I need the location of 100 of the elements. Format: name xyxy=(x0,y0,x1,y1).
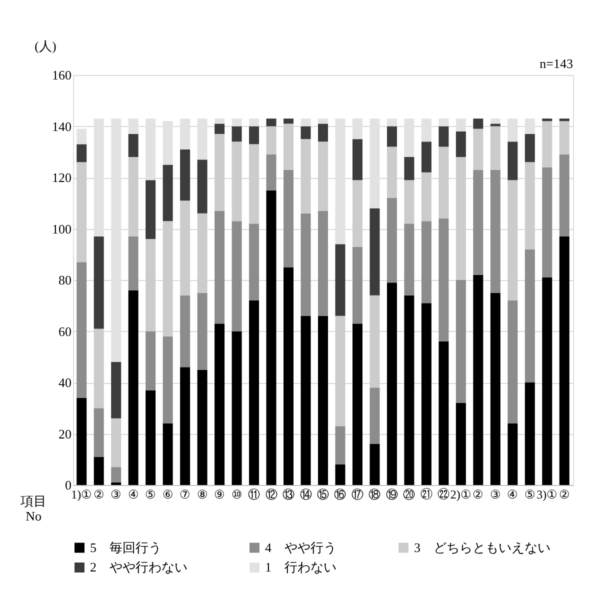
bar xyxy=(490,126,500,170)
bar xyxy=(438,342,449,485)
x-tick-label: ⑨ xyxy=(214,488,226,502)
bar xyxy=(249,300,260,485)
x-tick-label: ⑯ xyxy=(334,488,346,502)
bar xyxy=(352,246,362,324)
bar xyxy=(473,170,484,275)
bar xyxy=(249,126,260,144)
bar xyxy=(421,221,432,304)
x-tick-label: ⑧ xyxy=(196,488,208,502)
bar xyxy=(456,403,466,485)
bar xyxy=(232,126,242,142)
bar xyxy=(386,146,397,198)
bar xyxy=(490,292,500,485)
y-tick-label: 20 xyxy=(58,426,72,442)
bar xyxy=(386,198,397,283)
bar xyxy=(524,382,535,485)
bar xyxy=(473,128,484,170)
bar xyxy=(318,118,328,124)
bar xyxy=(146,331,156,390)
bar xyxy=(76,162,87,262)
bar xyxy=(232,142,242,222)
bar xyxy=(490,118,500,124)
bar xyxy=(559,121,570,154)
bar xyxy=(284,267,294,485)
bar xyxy=(335,464,346,485)
bar xyxy=(508,300,518,424)
x-tick-label: ⑤ xyxy=(145,488,156,502)
bar xyxy=(214,324,225,485)
legend-label: 5 毎回行う xyxy=(90,540,162,555)
x-tick-label: ㉑ xyxy=(420,488,432,502)
y-tick-label: 60 xyxy=(58,324,72,339)
bar xyxy=(352,324,362,485)
bar xyxy=(266,118,276,126)
x-tick-label: ⑳ xyxy=(403,488,416,502)
bar xyxy=(524,134,535,162)
legend-label: 1 行わない xyxy=(265,560,336,574)
x-tick-label: ⑤ xyxy=(524,488,536,502)
bar xyxy=(335,426,346,464)
bar xyxy=(335,316,346,426)
x-tick-label: ⑲ xyxy=(386,488,398,502)
y-tick-label: 140 xyxy=(52,118,72,134)
bar xyxy=(76,144,87,162)
bar xyxy=(335,244,346,316)
bar xyxy=(94,236,104,329)
bar xyxy=(111,362,122,418)
x-tick-label: ④ xyxy=(507,488,518,502)
bar xyxy=(473,118,484,129)
bar xyxy=(128,236,138,290)
bar xyxy=(318,124,328,142)
legend-label: 2 やや行わない xyxy=(90,560,188,574)
bar xyxy=(404,157,414,180)
bar xyxy=(197,213,208,293)
bar xyxy=(284,118,294,124)
bar xyxy=(128,157,138,236)
bar xyxy=(162,164,173,222)
bar xyxy=(146,239,156,332)
x-tick-label: ⑰ xyxy=(351,488,364,502)
bar xyxy=(456,131,466,157)
bar xyxy=(76,128,87,144)
bar xyxy=(456,157,466,280)
bar xyxy=(524,249,535,382)
bar xyxy=(94,328,104,408)
bar xyxy=(370,295,380,388)
x-tick-label: ⑩ xyxy=(231,488,242,502)
x-tick-label: ⑱ xyxy=(368,488,381,502)
bar xyxy=(352,139,362,180)
bar xyxy=(111,418,122,468)
bar xyxy=(404,295,414,485)
bar xyxy=(438,218,449,342)
x-tick-label: ⑦ xyxy=(180,488,191,502)
legend-label: 4 やや行う xyxy=(265,540,336,555)
bar xyxy=(249,224,260,300)
bar xyxy=(386,126,397,147)
x-tick-label: ⑫ xyxy=(265,488,278,502)
bar xyxy=(197,292,208,370)
y-tick-label: 40 xyxy=(58,375,72,390)
bar xyxy=(559,154,570,236)
bar xyxy=(456,280,466,403)
bar xyxy=(214,124,225,134)
bar xyxy=(180,367,190,485)
x-tick-label: ② xyxy=(472,488,484,502)
bar xyxy=(490,124,500,126)
bar xyxy=(162,221,173,336)
bar xyxy=(76,262,87,398)
bar xyxy=(128,290,138,485)
bar xyxy=(214,210,225,324)
x-tick-label: ④ xyxy=(128,488,139,502)
bar xyxy=(249,144,260,224)
x-tick-label: ② xyxy=(93,488,104,502)
bar xyxy=(300,139,311,214)
bar xyxy=(421,142,432,172)
x-tick-label: ③ xyxy=(110,488,122,502)
x-tick-label: ② xyxy=(558,488,570,502)
bar xyxy=(197,160,208,214)
bar xyxy=(421,303,432,485)
bar xyxy=(180,200,190,296)
bar xyxy=(162,336,173,424)
bar xyxy=(370,208,380,296)
bar xyxy=(542,167,552,278)
